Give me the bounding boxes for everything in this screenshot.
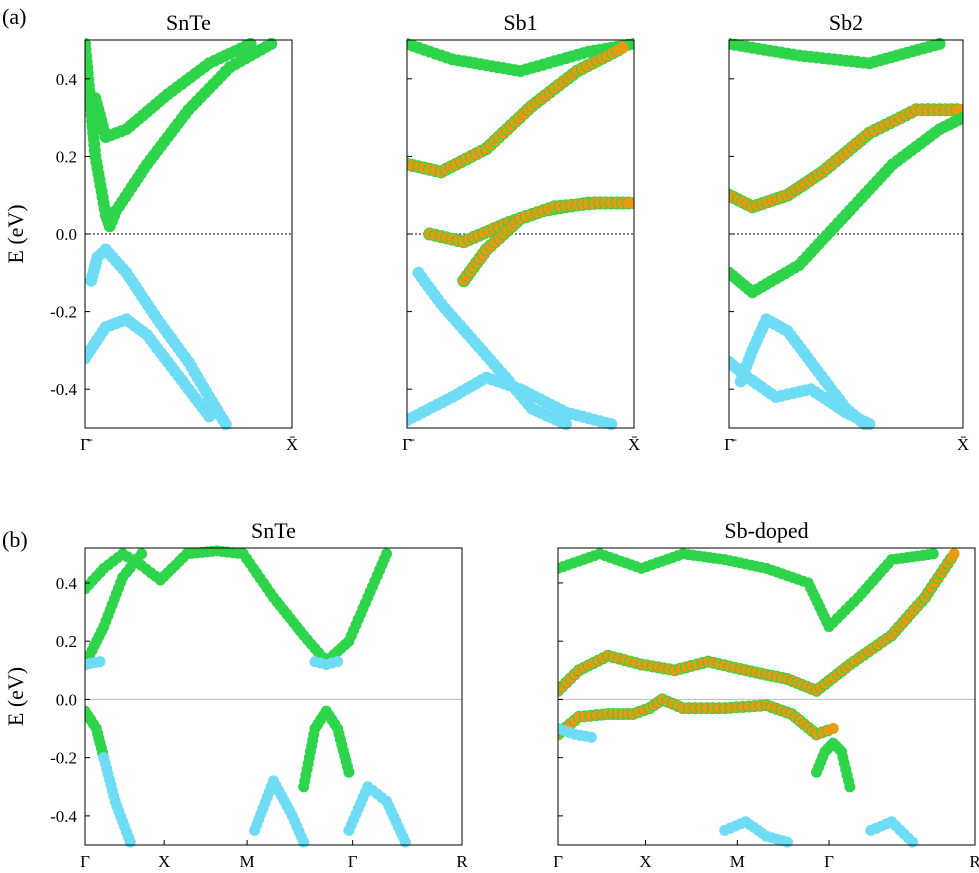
data-point	[399, 836, 411, 848]
series-layer	[729, 37, 963, 431]
data-point	[244, 37, 257, 50]
chart-title: SnTe	[251, 518, 296, 543]
chart-title: Sb1	[503, 10, 537, 35]
chart-1: SnTe 0.4 0.2 0.0 -0.2 -0.4 E (eV) Γ̄ X̄	[3, 10, 298, 454]
data-point	[933, 37, 946, 50]
data-point	[781, 836, 793, 848]
data-point	[927, 548, 939, 560]
x-tick-label: X̄	[957, 435, 969, 454]
y-axis-label: E (eV)	[3, 204, 28, 263]
data-point	[332, 656, 344, 668]
data-point	[381, 548, 393, 560]
x-tick-label: Γ	[553, 852, 563, 871]
x-tick-label: X	[639, 852, 651, 871]
data-point	[844, 781, 856, 793]
y-tick-label: 0.4	[56, 70, 78, 89]
chart-5: Sb-doped Γ X M Γ R	[553, 518, 979, 871]
y-tick-label: -0.2	[50, 749, 77, 768]
plot-frame	[557, 547, 976, 846]
data-point	[298, 836, 310, 848]
x-tick-label: X̄	[286, 435, 298, 454]
y-tick-label: 0.2	[56, 147, 77, 166]
series-layer	[558, 548, 960, 848]
data-point	[628, 197, 634, 209]
y-tick-label: -0.2	[50, 303, 77, 322]
chart-title: Sb2	[829, 10, 863, 35]
x-tick-label: Γ	[80, 852, 90, 871]
x-tick-label: M	[730, 852, 745, 871]
data-point	[827, 723, 839, 734]
y-tick-label: 0.2	[56, 632, 77, 651]
data-point	[343, 766, 355, 778]
data-point	[948, 548, 960, 560]
data-point	[605, 418, 618, 431]
y-tick-label: 0.4	[56, 574, 78, 593]
y-tick-label: -0.4	[50, 807, 77, 826]
series-layer	[85, 545, 411, 848]
x-tick-label: R	[969, 852, 979, 871]
data-point	[863, 418, 876, 431]
chart-title: SnTe	[166, 10, 211, 35]
x-tick-label: Γ̄	[402, 435, 415, 454]
data-point	[203, 410, 216, 423]
x-tick-label: Γ	[348, 852, 358, 871]
y-tick-label: 0.0	[56, 690, 77, 709]
x-tick-label: Γ̄	[724, 435, 737, 454]
data-point	[957, 111, 963, 124]
y-tick-label: 0.0	[56, 225, 77, 244]
x-tick-label: Γ̄	[80, 435, 93, 454]
x-tick-label: Γ	[824, 852, 834, 871]
chart-title: Sb-doped	[724, 518, 808, 543]
x-tick-label: X	[158, 852, 170, 871]
y-axis-label: E (eV)	[3, 667, 28, 726]
data-point	[585, 731, 597, 743]
panel-label-a: (a)	[2, 4, 26, 29]
chart-2: Sb1 Γ̄ X̄	[402, 10, 640, 454]
data-point	[136, 548, 148, 560]
data-point	[616, 41, 629, 54]
data-point	[907, 836, 918, 848]
plot-frame	[84, 547, 463, 846]
chart-4: SnTe 0.4 0.2 0.0 -0.2 -0.4 E (eV) Γ X M Γ R	[3, 518, 468, 871]
panel-label-b: (b)	[2, 527, 28, 552]
series-layer	[85, 37, 278, 431]
y-tick-label: -0.4	[50, 380, 77, 399]
data-point	[219, 418, 232, 431]
data-point	[265, 37, 278, 50]
data-point	[559, 418, 572, 431]
x-tick-label: M	[240, 852, 255, 871]
data-point	[628, 37, 634, 50]
x-tick-label: R	[456, 852, 468, 871]
data-point	[94, 656, 106, 668]
x-tick-label: X̄	[628, 435, 640, 454]
data-point	[124, 836, 136, 848]
series-layer	[407, 37, 634, 431]
chart-3: Sb2 Γ̄ X̄	[724, 10, 969, 454]
